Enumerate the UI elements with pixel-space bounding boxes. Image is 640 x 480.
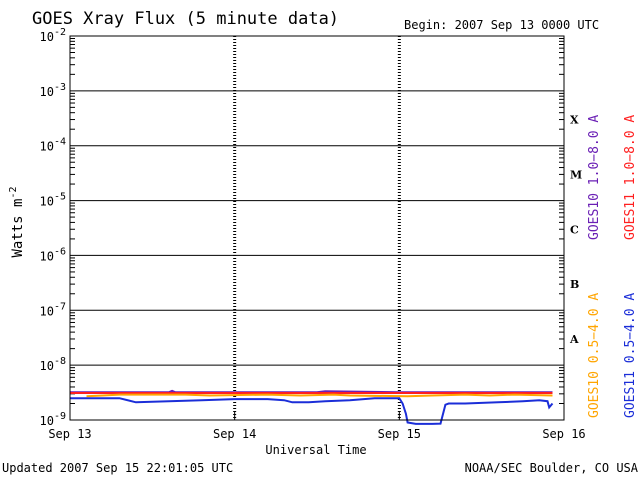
grid-lines	[69, 36, 565, 420]
flare-class-label: C	[570, 223, 579, 236]
y-tick-base: 10	[40, 414, 54, 428]
legend: GOES10 1.0−8.0 A GOES11 1.0−8.0 A GOES10 0…	[587, 115, 638, 418]
x-tick-label: Sep 16	[542, 427, 585, 441]
series-lines	[70, 389, 554, 425]
y-tick-exponent: -5	[54, 192, 66, 203]
plot-frame	[69, 35, 565, 421]
legend-entry: GOES11 1.0−8.0 A	[623, 115, 638, 240]
x-tick-label: Sep 14	[213, 427, 256, 441]
legend-entry: GOES10 1.0−8.0 A	[587, 115, 602, 240]
legend-entry: GOES10 0.5−4.0 A	[587, 293, 602, 418]
x-tick-label: Sep 15	[378, 427, 421, 441]
flare-class-label: A	[569, 333, 579, 346]
flare-class-label: X	[570, 114, 579, 127]
x-axis-label: Universal Time	[265, 443, 366, 457]
y-axis-label: Watts m-2	[8, 186, 26, 257]
y-tick-label: 10-6	[40, 246, 67, 263]
begin-date-label: Begin: 2007 Sep 13 0000 UTC	[404, 18, 599, 32]
y-axis-label-text: Watts m	[10, 199, 26, 258]
y-tick-exponent: -6	[54, 246, 66, 257]
y-axis-label-superscript: -2	[8, 186, 19, 198]
y-tick-label: 10-8	[40, 356, 67, 373]
svg-text:Watts m-2: Watts m-2	[8, 186, 26, 257]
y-tick-label: 10-4	[40, 137, 67, 154]
y-tick-base: 10	[40, 140, 54, 154]
y-tick-label: 10-9	[40, 411, 67, 428]
y-tick-base: 10	[40, 195, 54, 209]
x-tick-label: Sep 13	[48, 427, 91, 441]
y-tick-base: 10	[40, 249, 54, 263]
y-tick-label: 10-2	[40, 27, 67, 44]
y-tick-exponent: -2	[54, 27, 66, 38]
y-tick-base: 10	[40, 359, 54, 373]
x-tick-labels: Sep 13 Sep 14 Sep 15 Sep 16	[48, 427, 585, 441]
y-tick-label: 10-5	[40, 192, 67, 209]
series-line	[86, 393, 553, 398]
y-tick-exponent: -7	[54, 301, 66, 312]
y-tick-exponent: -9	[54, 411, 66, 422]
y-tick-label: 10-3	[40, 82, 67, 99]
y-tick-label: 10-7	[40, 301, 67, 318]
legend-entry: GOES11 0.5−4.0 A	[623, 293, 638, 418]
flare-class-label: M	[570, 168, 582, 181]
y-tick-exponent: -8	[54, 356, 66, 367]
y-tick-base: 10	[40, 85, 54, 99]
source-credit: NOAA/SEC Boulder, CO USA	[465, 461, 639, 475]
flare-class-labels: X M C B A	[569, 114, 582, 346]
y-tick-exponent: -4	[54, 137, 66, 148]
y-tick-base: 10	[40, 304, 54, 318]
series-line	[70, 397, 554, 425]
y-tick-labels: 10-210-310-410-510-610-710-810-9	[40, 27, 67, 428]
y-tick-base: 10	[40, 30, 54, 44]
updated-timestamp: Updated 2007 Sep 15 22:01:05 UTC	[2, 461, 233, 475]
y-tick-exponent: -3	[54, 82, 66, 93]
chart-title: GOES Xray Flux (5 minute data)	[32, 9, 339, 29]
flare-class-label: B	[570, 278, 579, 291]
